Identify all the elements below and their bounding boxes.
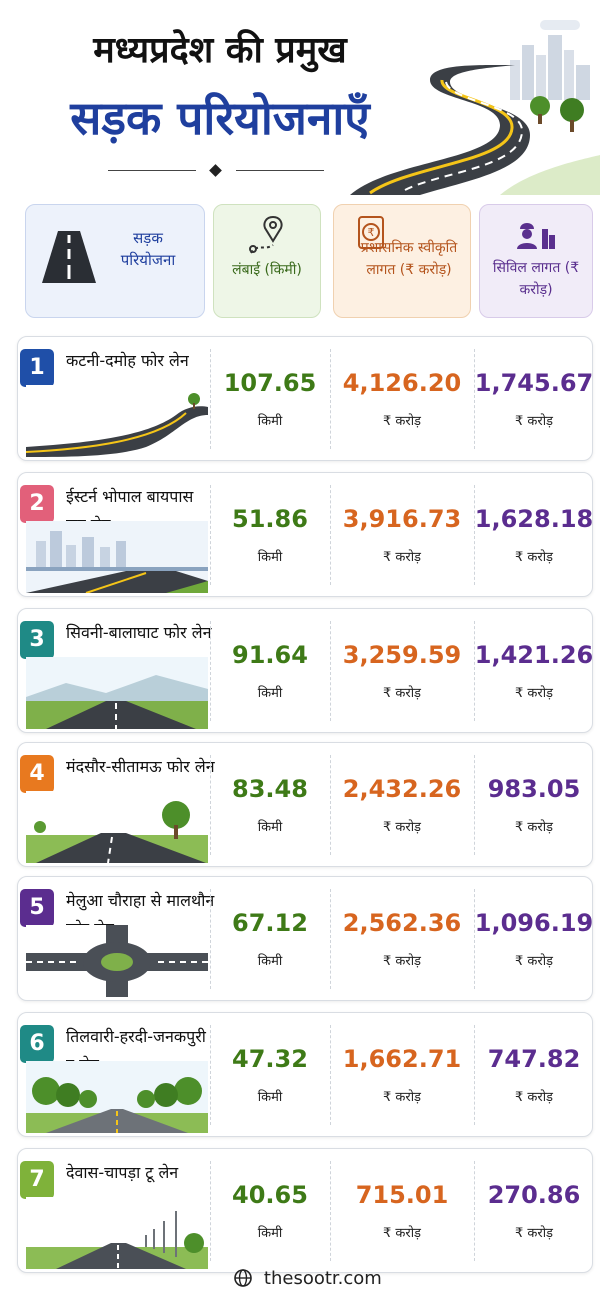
length-value: 67.12 <box>232 909 308 937</box>
project-name: कटनी-दमोह फोर लेन <box>66 351 189 370</box>
project-row: 7 देवास-चापड़ा टू लेन 40.65 किमी 715.01 ₹ करो… <box>17 1148 593 1273</box>
column-label-civil-cost: सिविल लागत (₹ करोड़) <box>492 260 580 298</box>
admin-cost-value: 4,126.20 <box>342 369 462 397</box>
svg-text:₹: ₹ <box>368 226 375 239</box>
project-name: सिवनी-बालाघाट फोर लेन <box>66 623 212 642</box>
length-unit: किमी <box>257 954 283 969</box>
project-row: 6तिलवारी-हरदी-जनकपुरी टू लेन47.32किमी1,6… <box>17 1012 593 1137</box>
project-row: 3 सिवनी-बालाघाट फोर लेन 91.64 किमी 3,259.59 ₹… <box>17 608 593 733</box>
admin-cost-unit: ₹ करोड़ <box>382 954 422 969</box>
hero-road-illustration <box>350 20 600 195</box>
project-name: देवास-चापड़ा टू लेन <box>66 1163 179 1182</box>
project-row: 2ईस्टर्न भोपाल बायपास छह लेन51.86किमी3,9… <box>17 472 593 597</box>
column-header-project: सड़क परियोजना <box>25 204 205 318</box>
civil-cost-value: 1,096.19 <box>474 909 594 937</box>
footer: thesootr.com <box>0 1268 616 1289</box>
project-number-badge: 5 <box>20 889 54 927</box>
project-row: 5मेलुआ चौराहा से मालथौन फोर लेन67.12किमी… <box>17 876 593 1001</box>
road-scene-illustration <box>26 657 208 729</box>
footer-site-link[interactable]: thesootr.com <box>263 1268 382 1289</box>
road-icon <box>42 231 96 283</box>
title-line-1: मध्यप्रदेश की प्रमुख <box>93 30 347 71</box>
project-number-badge: 2 <box>20 485 54 523</box>
project-number-badge: 1 <box>20 349 54 387</box>
civil-cost-value: 1,421.26 <box>474 641 594 669</box>
road-scene-illustration <box>26 521 208 593</box>
admin-cost-value: 3,916.73 <box>342 505 462 533</box>
admin-cost-value: 2,432.26 <box>342 775 462 803</box>
admin-cost-value: 2,562.36 <box>342 909 462 937</box>
admin-cost-unit: ₹ करोड़ <box>382 1090 422 1105</box>
project-number-badge: 4 <box>20 755 54 793</box>
column-header-admin-cost: ₹ प्रशासनिक स्वीकृति लागत (₹ करोड़) <box>333 204 471 318</box>
admin-cost-unit: ₹ करोड़ <box>382 686 422 701</box>
civil-cost-unit: ₹ करोड़ <box>514 1226 554 1241</box>
length-value: 40.65 <box>232 1181 308 1209</box>
length-unit: किमी <box>257 550 283 565</box>
civil-cost-unit: ₹ करोड़ <box>514 820 554 835</box>
civil-cost-value: 1,745.67 <box>474 369 594 397</box>
location-pin-icon <box>249 215 283 254</box>
civil-cost-value: 1,628.18 <box>474 505 594 533</box>
project-name: मंदसौर-सीतामऊ फोर लेन <box>66 757 215 776</box>
road-scene-illustration <box>26 1197 208 1269</box>
length-value: 51.86 <box>232 505 308 533</box>
admin-cost-unit: ₹ करोड़ <box>382 550 422 565</box>
admin-cost-value: 3,259.59 <box>342 641 462 669</box>
project-number-badge: 3 <box>20 621 54 659</box>
civil-cost-unit: ₹ करोड़ <box>514 550 554 565</box>
length-value: 47.32 <box>232 1045 308 1073</box>
rupee-document-icon: ₹ <box>358 216 384 249</box>
civil-cost-value: 747.82 <box>487 1045 581 1073</box>
admin-cost-unit: ₹ करोड़ <box>382 820 422 835</box>
column-header-length: लंबाई (किमी) <box>213 204 321 318</box>
project-row: 1 कटनी-दमोह फोर लेन 107.65 किमी 4,126.20 ₹ कर… <box>17 336 593 461</box>
civil-cost-value: 270.86 <box>487 1181 581 1209</box>
globe-icon <box>234 1269 252 1287</box>
length-unit: किमी <box>257 820 283 835</box>
civil-cost-unit: ₹ करोड़ <box>514 414 554 429</box>
civil-cost-value: 983.05 <box>487 775 581 803</box>
road-scene-illustration <box>26 1061 208 1133</box>
admin-cost-value: 715.01 <box>355 1181 449 1209</box>
title-divider <box>108 164 324 177</box>
engineer-building-icon <box>517 223 555 249</box>
road-scene-illustration <box>26 385 208 457</box>
title-line-2: सड़क परियोजनाएँ <box>70 91 370 145</box>
length-value: 91.64 <box>232 641 308 669</box>
road-scene-illustration <box>26 791 208 863</box>
header: मध्यप्रदेश की प्रमुख सड़क परियोजनाएँ <box>0 0 616 195</box>
column-header-civil-cost: सिविल लागत (₹ करोड़) <box>479 204 593 318</box>
admin-cost-unit: ₹ करोड़ <box>382 1226 422 1241</box>
column-label-project: सड़क परियोजना <box>120 229 176 269</box>
length-value: 83.48 <box>232 775 308 803</box>
length-unit: किमी <box>257 1090 283 1105</box>
length-unit: किमी <box>257 686 283 701</box>
column-label-length: लंबाई (किमी) <box>232 262 302 278</box>
column-label-admin-cost: प्रशासनिक स्वीकृति लागत (₹ करोड़) <box>360 240 458 278</box>
civil-cost-unit: ₹ करोड़ <box>514 686 554 701</box>
admin-cost-unit: ₹ करोड़ <box>382 414 422 429</box>
length-unit: किमी <box>257 1226 283 1241</box>
admin-cost-value: 1,662.71 <box>342 1045 462 1073</box>
project-number-badge: 6 <box>20 1025 54 1063</box>
road-scene-illustration <box>26 925 208 997</box>
civil-cost-unit: ₹ करोड़ <box>514 1090 554 1105</box>
project-number-badge: 7 <box>20 1161 54 1199</box>
project-row: 4 मंदसौर-सीतामऊ फोर लेन 83.48 किमी 2,432.26 ₹… <box>17 742 593 867</box>
length-value: 107.65 <box>223 369 317 397</box>
civil-cost-unit: ₹ करोड़ <box>514 954 554 969</box>
length-unit: किमी <box>257 414 283 429</box>
